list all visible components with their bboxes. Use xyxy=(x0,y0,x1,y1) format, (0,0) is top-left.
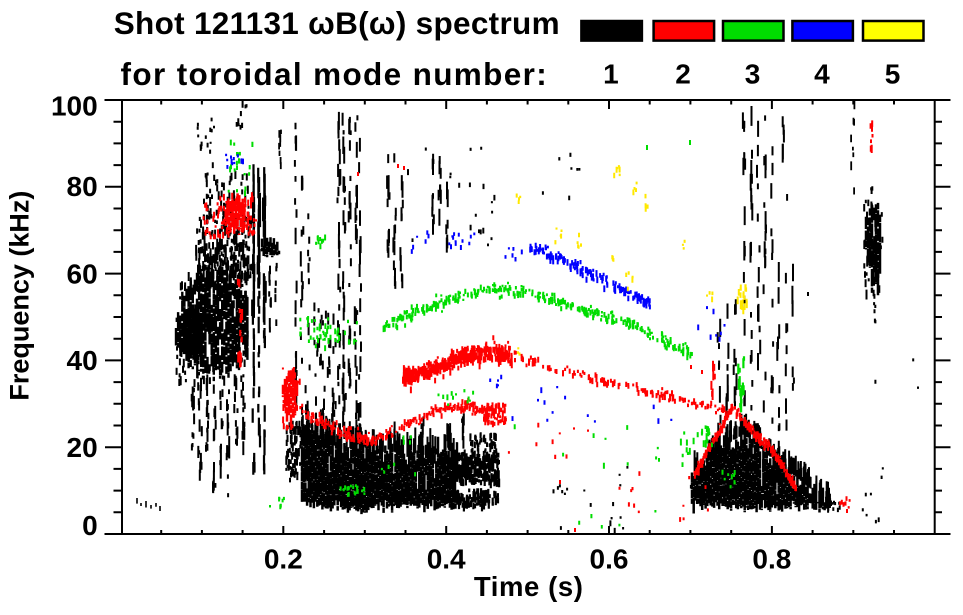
svg-text:0.4: 0.4 xyxy=(427,543,466,574)
svg-text:80: 80 xyxy=(67,171,98,202)
svg-text:Time (s): Time (s) xyxy=(474,571,584,602)
svg-text:0.8: 0.8 xyxy=(752,543,791,574)
svg-text:1: 1 xyxy=(603,59,619,90)
svg-text:5: 5 xyxy=(885,59,901,90)
svg-text:4: 4 xyxy=(814,59,830,90)
svg-text:Frequency (kHz): Frequency (kHz) xyxy=(5,191,35,401)
svg-text:0.2: 0.2 xyxy=(264,543,303,574)
svg-text:20: 20 xyxy=(67,432,98,463)
svg-text:Shot 121131 ωB(ω) spectrum: Shot 121131 ωB(ω) spectrum xyxy=(114,5,560,41)
svg-text:2: 2 xyxy=(675,59,691,90)
svg-text:for toroidal mode number:: for toroidal mode number: xyxy=(121,56,549,92)
svg-text:0.6: 0.6 xyxy=(590,543,629,574)
svg-text:100: 100 xyxy=(51,91,98,122)
svg-text:60: 60 xyxy=(67,258,98,289)
svg-text:3: 3 xyxy=(745,59,761,90)
svg-text:40: 40 xyxy=(67,345,98,376)
svg-text:0: 0 xyxy=(82,510,98,541)
